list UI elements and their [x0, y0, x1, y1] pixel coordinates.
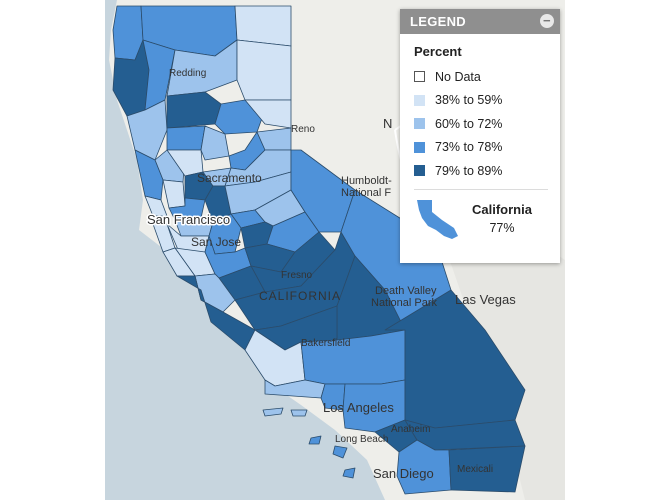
legend-panel: LEGEND − Percent No Data 38% to 59% 60% to… [400, 9, 560, 263]
legend-swatch [414, 118, 425, 130]
county-lassen [236, 39, 292, 101]
legend-divider [414, 188, 548, 190]
state-value: 77% [489, 220, 515, 235]
legend-swatch [414, 141, 425, 153]
label-san-diego: San Diego [373, 466, 434, 481]
label-humboldt: Humboldt- [341, 175, 392, 187]
county-imperial [448, 445, 526, 493]
legend-item-label: 60% to 72% [435, 116, 503, 131]
channel-island-4 [332, 445, 348, 459]
legend-item-label: 79% to 89% [435, 163, 503, 178]
label-anaheim: Anaheim [391, 424, 430, 435]
california-counties [112, 5, 526, 495]
state-name: California [472, 201, 532, 217]
county-butte [200, 125, 230, 161]
legend-item-label: 38% to 59% [435, 93, 503, 108]
legend-item: 79% to 89% [414, 159, 548, 183]
legend-item: 60% to 72% [414, 112, 548, 136]
label-las-vegas: Las Vegas [455, 292, 516, 307]
label-los-angeles: Los Angeles [323, 400, 394, 415]
label-bakersfield: Bakersfield [301, 338, 350, 349]
county-mono [290, 149, 356, 233]
label-death-valley: Death Valley [375, 285, 437, 297]
ocean [105, 0, 385, 500]
california-shape-icon [417, 199, 458, 239]
legend-item: 73% to 78% [414, 136, 548, 160]
channel-island-1 [262, 407, 284, 417]
label-san-francisco: San Francisco [147, 212, 230, 227]
county-glenn [166, 125, 206, 151]
legend-item-label: No Data [435, 69, 481, 84]
label-san-francisco-halo: San Francisco [147, 212, 230, 227]
legend-swatch [414, 94, 425, 106]
channel-island-3 [308, 435, 322, 445]
label-redding: Redding [169, 68, 206, 79]
legend-title: Percent [414, 44, 462, 59]
label-long-beach: Long Beach [335, 434, 388, 445]
minus-circle-icon[interactable]: − [540, 14, 554, 28]
label-reno: Reno [291, 124, 315, 135]
legend-header-title: LEGEND [410, 14, 466, 29]
channel-island-5 [342, 467, 356, 479]
state-summary: California 77% [414, 198, 548, 240]
legend-swatch [414, 71, 425, 83]
legend-item: No Data [414, 65, 548, 89]
legend-item: 38% to 59% [414, 89, 548, 113]
legend-body: Percent No Data 38% to 59% 60% to 72% 73% t… [400, 34, 560, 240]
label-sacramento: Sacramento [197, 171, 262, 185]
legend-swatch [414, 165, 425, 177]
place-labels: Redding Reno N Sacramento Humboldt- Nati… [146, 68, 517, 481]
county-modoc [234, 5, 292, 47]
legend-header: LEGEND − [400, 9, 560, 34]
county-sonoma [134, 149, 164, 201]
label-mexicali: Mexicali [457, 464, 493, 475]
legend-item-label: 73% to 78% [435, 140, 503, 155]
label-death-valley-2: National Park [371, 297, 438, 309]
label-california: CALIFORNIA [259, 289, 341, 303]
label-humboldt-2: National F [341, 187, 391, 199]
channel-island-2 [290, 409, 308, 417]
label-nevada: N [383, 116, 392, 131]
label-fresno: Fresno [281, 270, 313, 281]
state-text: California 77% [472, 198, 532, 235]
label-san-jose: San Jose [191, 235, 241, 249]
county-marin [144, 195, 168, 217]
legend-rows: No Data 38% to 59% 60% to 72% 73% to 78% 79%… [414, 65, 548, 183]
